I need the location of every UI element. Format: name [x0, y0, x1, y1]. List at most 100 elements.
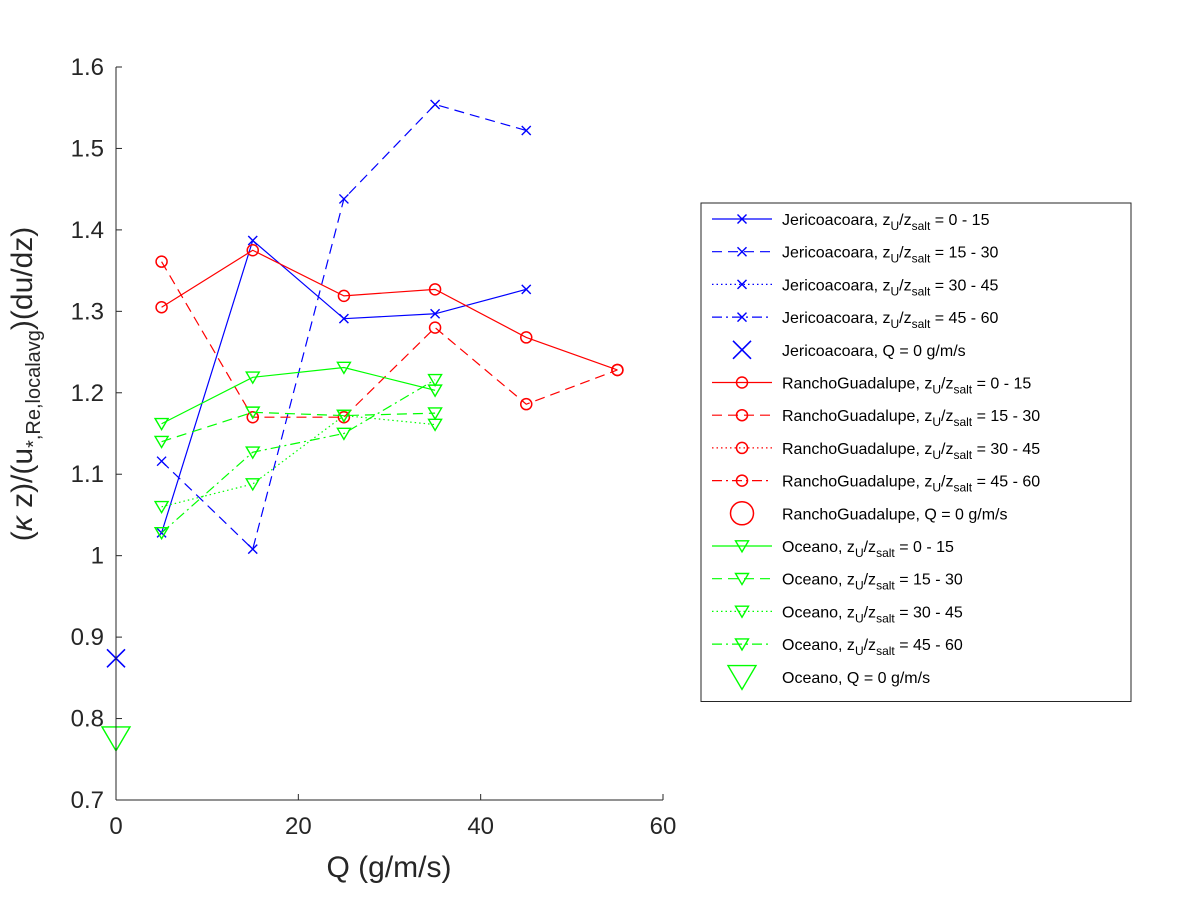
x-tick-label: 60 [650, 813, 677, 840]
legend-marker [734, 605, 750, 619]
legend-entry: RanchoGuadalupe, Q = 0 g/m/s [729, 501, 1007, 526]
data-point [247, 544, 258, 555]
data-point [245, 406, 261, 420]
legend-entry: RanchoGuadalupe, zU/zsalt = 45 - 60 [712, 474, 1040, 495]
data-point [245, 371, 261, 385]
y-tick-label: 1 [91, 543, 104, 570]
data-point [153, 435, 170, 449]
series-line [161, 103, 527, 551]
series-line [161, 249, 618, 371]
legend-marker [735, 408, 749, 422]
data-point [155, 301, 168, 314]
legend-marker [732, 340, 752, 360]
legend-marker [726, 664, 758, 691]
legend-label: Oceano, Q = 0 g/m/s [782, 670, 930, 687]
legend-marker [735, 376, 749, 389]
legend-marker [735, 474, 749, 487]
series-13 [153, 373, 443, 541]
data-point [336, 427, 352, 441]
axes: 0 20 40 60 0.7 0.8 0.9 1 1.1 1.2 1.3 1.4 1.5 1.6 [71, 54, 677, 840]
legend-entry: RanchoGuadalupe, zU/zsalt = 30 - 45 [712, 441, 1040, 462]
y-tick-label: 1.5 [71, 135, 104, 162]
legend-label: RanchoGuadalupe, Q = 0 g/m/s [782, 506, 1007, 523]
series-0 [156, 235, 532, 538]
series-1 [156, 99, 532, 555]
series-10 [153, 361, 443, 431]
legend-marker [737, 279, 747, 290]
series-line [161, 379, 436, 534]
series-layer [100, 99, 624, 753]
legend-label: Oceano, zU/zsalt = 30 - 45 [782, 604, 963, 625]
legend-box [700, 202, 1132, 702]
x-tick-label: 40 [467, 813, 494, 840]
legend-marker [737, 312, 747, 323]
legend-label: RanchoGuadalupe, zU/zsalt = 45 - 60 [782, 474, 1040, 495]
data-point [246, 410, 259, 424]
data-point [428, 283, 442, 296]
series-12 [153, 409, 443, 515]
legend-label: Jericoacoara, zU/zsalt = 30 - 45 [782, 277, 998, 298]
legend-entry: Oceano, Q = 0 g/m/s [726, 664, 930, 691]
legend-marker [734, 572, 750, 586]
data-point [153, 417, 170, 431]
legend: Jericoacoara, zU/zsalt = 0 - 15 Jericoaco… [700, 202, 1132, 702]
data-point [428, 321, 442, 334]
legend-entry: Oceano, zU/zsalt = 0 - 15 [712, 539, 954, 560]
legend-label: RanchoGuadalupe, zU/zsalt = 30 - 45 [782, 441, 1040, 462]
legend-label: RanchoGuadalupe, zU/zsalt = 0 - 15 [782, 376, 1031, 397]
y-tick-label: 1.2 [71, 380, 104, 407]
y-axis-title: (κ z)/(u*,Re,localavg)(du/dz) [6, 227, 45, 542]
data-point [336, 361, 352, 375]
legend-label: Jericoacoara, zU/zsalt = 0 - 15 [782, 212, 990, 233]
y-tick-label: 0.9 [71, 624, 104, 651]
legend-marker [734, 540, 750, 554]
legend-marker [737, 214, 747, 224]
legend-entry: Jericoacoara, Q = 0 g/m/s [732, 340, 966, 360]
data-point [337, 289, 351, 303]
series-5 [155, 244, 624, 377]
legend-marker [735, 441, 749, 455]
data-point [247, 235, 258, 246]
data-point [155, 255, 168, 268]
legend-entry: Oceano, zU/zsalt = 15 - 30 [712, 572, 963, 593]
data-point [338, 193, 349, 204]
legend-entry: Jericoacoara, zU/zsalt = 30 - 45 [712, 277, 998, 298]
data-point [520, 397, 533, 411]
data-point [336, 409, 352, 423]
legend-label: Oceano, zU/zsalt = 45 - 60 [782, 637, 963, 658]
y-tick-label: 1.6 [71, 54, 104, 81]
y-tick-label: 0.7 [71, 787, 104, 814]
x-tick-label: 0 [109, 813, 122, 840]
series-line [161, 366, 436, 425]
legend-marker [734, 638, 750, 652]
legend-label: Oceano, zU/zsalt = 15 - 30 [782, 572, 963, 593]
data-point [430, 308, 441, 319]
series-6 [155, 255, 624, 424]
data-point [427, 373, 443, 387]
series-line [161, 414, 436, 508]
legend-entry: Jericoacoara, zU/zsalt = 0 - 15 [712, 212, 990, 233]
legend-marker [729, 501, 755, 526]
legend-entry: Jericoacoara, zU/zsalt = 15 - 30 [712, 245, 998, 266]
data-point [156, 456, 167, 467]
legend-entry: Oceano, zU/zsalt = 30 - 45 [712, 604, 963, 625]
data-point [245, 446, 261, 460]
legend-entry: Oceano, zU/zsalt = 45 - 60 [712, 637, 963, 658]
legend-marker [737, 246, 747, 257]
y-tick-label: 1.4 [71, 217, 104, 244]
data-point [338, 313, 349, 324]
legend-label: Oceano, zU/zsalt = 0 - 15 [782, 539, 954, 560]
data-point [520, 331, 533, 344]
x-tick-label: 20 [285, 813, 312, 840]
legend-label: Jericoacoara, zU/zsalt = 45 - 60 [782, 310, 998, 331]
legend-entry: RanchoGuadalupe, zU/zsalt = 0 - 15 [712, 376, 1031, 397]
data-point [427, 407, 443, 421]
legend-label: Jericoacoara, Q = 0 g/m/s [782, 343, 966, 360]
legend-label: RanchoGuadalupe, zU/zsalt = 15 - 30 [782, 408, 1040, 429]
series-line [161, 261, 618, 418]
data-point [153, 500, 170, 515]
data-point [153, 526, 170, 541]
y-tick-label: 1.3 [71, 298, 104, 325]
series-line [161, 239, 527, 534]
legend-entry: Jericoacoara, zU/zsalt = 45 - 60 [712, 310, 998, 331]
